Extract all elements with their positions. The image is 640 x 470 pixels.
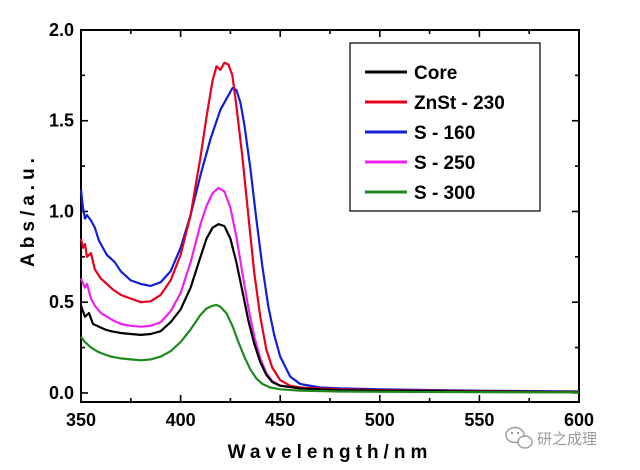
legend-label: S - 300: [414, 183, 475, 204]
x-tick-label: 600: [564, 410, 594, 430]
y-axis-title: Abs/a.u.: [18, 153, 39, 267]
legend-label: ZnSt - 230: [414, 93, 505, 114]
series-line-0: [79, 223, 580, 394]
series-lines: [79, 61, 580, 394]
series-line-3: [79, 186, 580, 394]
x-tick-label: 350: [66, 410, 96, 430]
x-tick-label: 550: [464, 410, 494, 430]
legend-label: S - 250: [414, 153, 475, 174]
x-tick-label: 450: [265, 410, 295, 430]
wechat-icon: [505, 426, 533, 449]
series-line-2: [79, 87, 580, 393]
y-tick-label: 1.0: [49, 201, 74, 221]
x-tick-label: 400: [166, 410, 196, 430]
y-tick-label: 1.5: [49, 111, 74, 131]
x-axis-title: Wavelength/nm: [228, 442, 433, 463]
series-line-4: [80, 303, 580, 394]
axis-tick-labels: 350 400 450 500 550 600 0.0 0.5 1.0 1.5 2.0: [49, 20, 594, 430]
y-tick-label: 0.5: [49, 292, 74, 312]
legend: Core ZnSt - 230 S - 160 S - 250 S - 300: [349, 42, 541, 212]
legend-label: S - 160: [414, 123, 475, 144]
watermark-text: 研之成理: [537, 430, 597, 448]
x-tick-label: 500: [365, 410, 395, 430]
series-line-1: [79, 61, 580, 394]
watermark: 研之成理: [505, 426, 597, 449]
legend-label: Core: [414, 63, 457, 84]
y-tick-label: 2.0: [49, 20, 74, 40]
y-tick-label: 0.0: [49, 383, 74, 403]
